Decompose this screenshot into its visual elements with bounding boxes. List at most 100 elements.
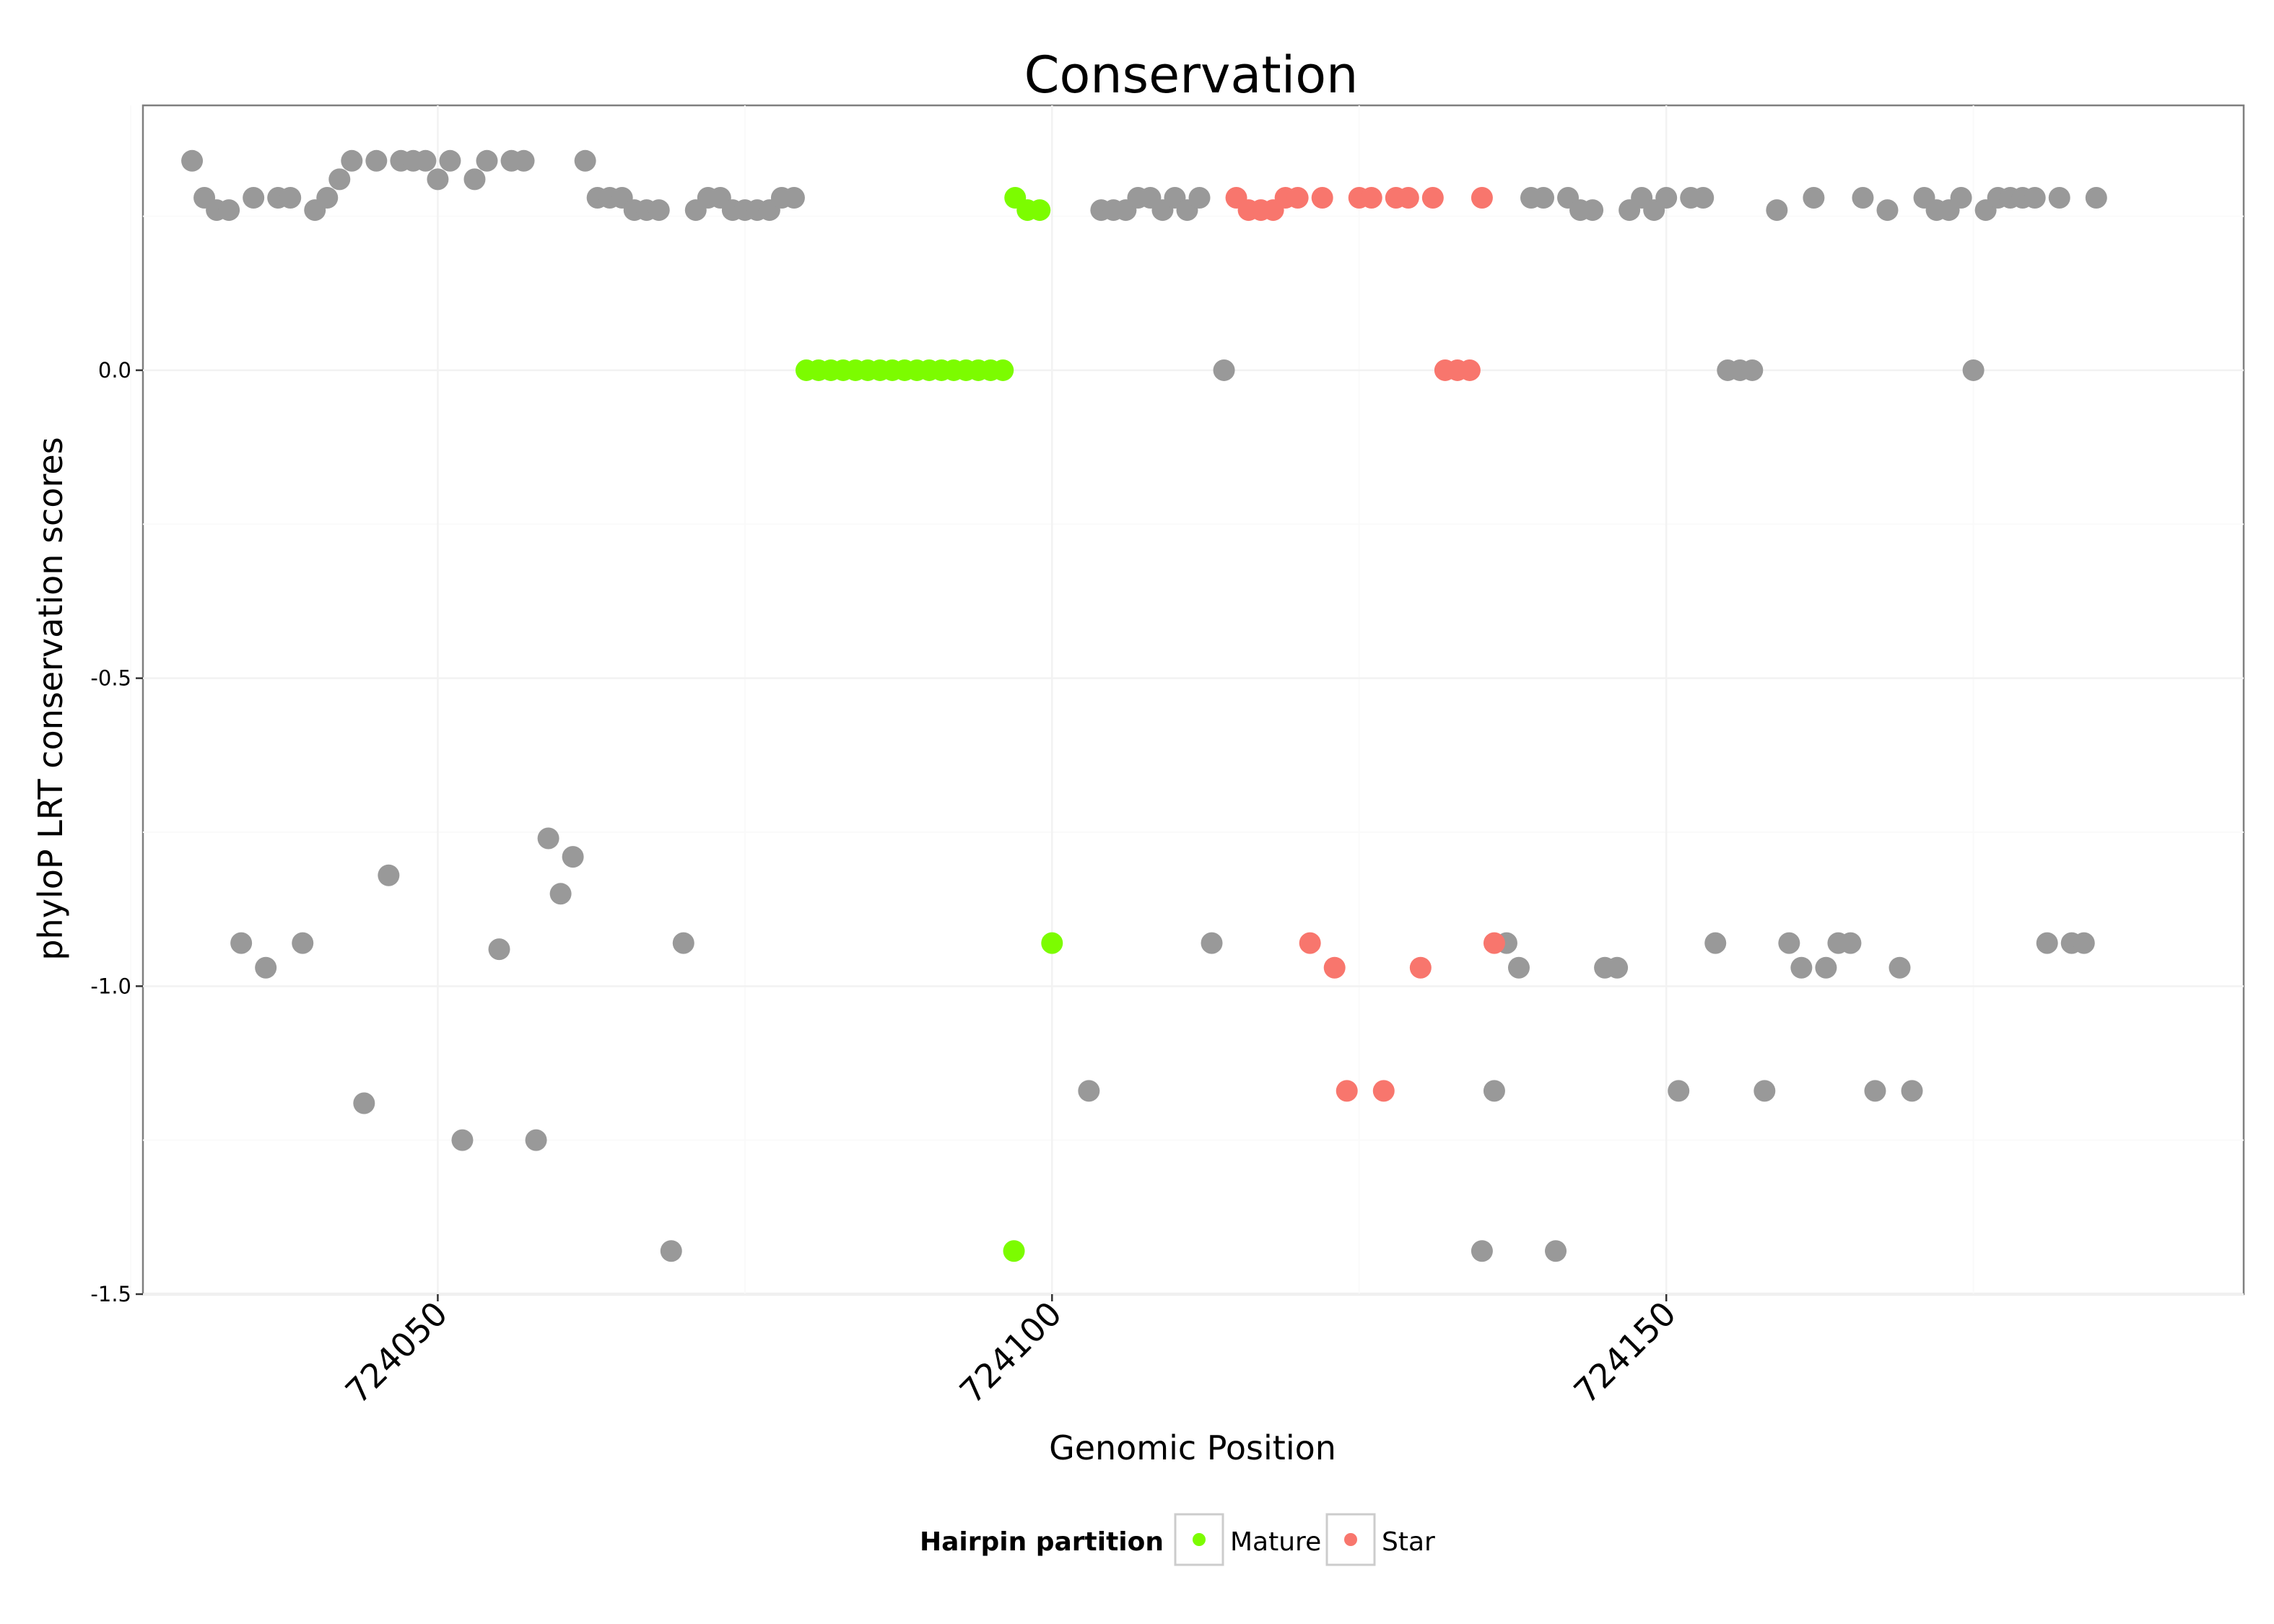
point-other	[1606, 956, 1629, 979]
point-other	[648, 199, 670, 222]
point-star	[1336, 1080, 1358, 1102]
point-other	[1704, 932, 1727, 954]
x-tick-label: 724150	[1567, 1294, 1683, 1411]
point-other	[463, 168, 486, 191]
point-other	[1754, 1080, 1776, 1102]
point-other	[243, 187, 265, 209]
point-other	[451, 1129, 474, 1151]
point-star	[1421, 187, 1444, 209]
point-other	[439, 149, 461, 172]
point-other	[1188, 187, 1211, 209]
point-other	[1533, 187, 1554, 209]
point-other	[1950, 187, 1972, 209]
legend-label-star: Star	[1382, 1527, 1435, 1557]
point-mature	[1041, 932, 1063, 954]
point-star	[1323, 956, 1346, 979]
point-star	[1458, 359, 1481, 381]
point-other	[365, 149, 388, 172]
legend-title: Hairpin partition	[920, 1527, 1164, 1557]
point-star	[1471, 187, 1493, 209]
x-tick-label: 724100	[952, 1294, 1069, 1411]
grid-minor	[129, 105, 2244, 1294]
point-other	[2073, 932, 2095, 954]
point-other	[2085, 187, 2107, 209]
point-other	[1213, 359, 1235, 381]
y-tick-label: 0.0	[98, 358, 131, 383]
point-other	[1876, 199, 1899, 222]
point-other	[1692, 187, 1715, 209]
point-mature	[1003, 1240, 1025, 1262]
point-other	[427, 168, 449, 191]
point-other	[255, 956, 277, 979]
point-other	[2036, 932, 2058, 954]
point-star	[1360, 187, 1382, 209]
point-other	[353, 1092, 375, 1114]
point-other	[378, 864, 400, 886]
point-star	[1311, 187, 1333, 209]
point-other	[1962, 359, 1985, 381]
plot-panel	[141, 104, 2245, 1296]
point-star	[1397, 187, 1419, 209]
point-other	[1839, 932, 1862, 954]
point-other	[1766, 199, 1788, 222]
grid-major	[143, 105, 2244, 1296]
y-axis: -1.5 -1.0 -0.5 0.0	[90, 358, 143, 1306]
x-axis: 724050 724100 724150	[338, 1294, 1683, 1411]
point-star	[1286, 187, 1309, 209]
point-other	[1803, 187, 1825, 209]
point-mature	[992, 359, 1014, 381]
point-other	[476, 149, 498, 172]
y-tick-label: -1.5	[90, 1282, 131, 1306]
point-other	[1507, 956, 1530, 979]
point-other	[292, 932, 314, 954]
point-star	[1409, 956, 1432, 979]
points-layer	[181, 149, 2107, 1262]
point-other	[488, 938, 510, 961]
point-other	[181, 149, 204, 172]
point-other	[783, 187, 805, 209]
point-other	[549, 883, 572, 905]
point-star	[1372, 1080, 1395, 1102]
point-other	[672, 932, 694, 954]
point-other	[660, 1240, 682, 1262]
point-other	[1582, 199, 1604, 222]
point-other	[537, 827, 559, 850]
point-other	[1864, 1080, 1886, 1102]
point-other	[1471, 1240, 1493, 1262]
point-other	[2023, 187, 2046, 209]
point-other	[341, 149, 363, 172]
y-axis-title: phyloP LRT conservation scores	[31, 437, 70, 960]
point-other	[1901, 1080, 1923, 1102]
point-other	[414, 149, 437, 172]
x-tick-label: 724050	[338, 1294, 455, 1411]
point-other	[1483, 1080, 1505, 1102]
point-other	[328, 168, 351, 191]
point-mature	[1029, 199, 1051, 222]
point-other	[1741, 359, 1764, 381]
point-other	[525, 1129, 547, 1151]
point-other	[1815, 956, 1837, 979]
point-other	[218, 199, 240, 222]
point-other	[1778, 932, 1800, 954]
point-other	[316, 187, 339, 209]
point-star	[1483, 932, 1505, 954]
y-tick-label: -0.5	[90, 666, 131, 691]
point-other	[230, 932, 253, 954]
y-tick-label: -1.0	[90, 974, 131, 998]
x-axis-title: Genomic Position	[1049, 1428, 1336, 1467]
legend-item-mature: Mature	[1174, 1513, 1321, 1566]
point-other	[1201, 932, 1223, 954]
point-other	[2048, 187, 2070, 209]
legend-dot-mature	[1193, 1533, 1206, 1546]
point-other	[562, 846, 584, 868]
legend-label-mature: Mature	[1230, 1527, 1321, 1557]
point-other	[1655, 187, 1678, 209]
point-other	[1545, 1240, 1567, 1262]
point-other	[513, 149, 535, 172]
legend-item-star: Star	[1325, 1513, 1435, 1566]
chart-title: Conservation	[1024, 45, 1359, 105]
point-star	[1299, 932, 1321, 954]
point-other	[1668, 1080, 1690, 1102]
point-other	[1889, 956, 1911, 979]
